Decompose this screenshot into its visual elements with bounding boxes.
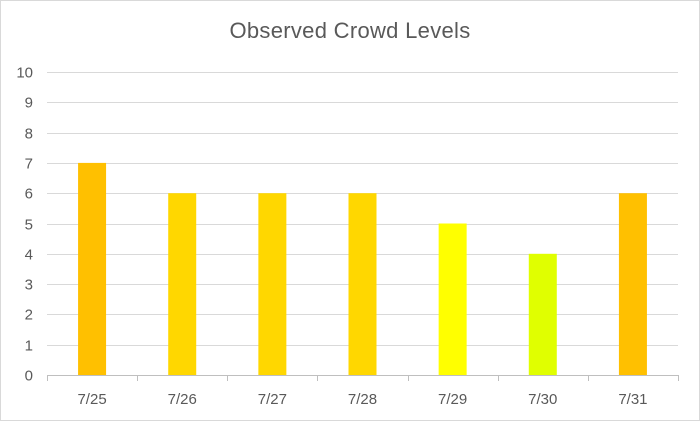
y-tick-label: 6	[25, 186, 33, 203]
x-tick-label: 7/31	[618, 391, 647, 408]
y-tick-label: 9	[25, 95, 33, 112]
bar	[348, 193, 377, 375]
chart-title: Observed Crowd Levels	[229, 18, 471, 43]
y-tick-label: 5	[25, 217, 33, 234]
bar	[168, 193, 197, 375]
y-tick-label: 10	[16, 65, 33, 82]
y-tick-label: 8	[25, 126, 33, 143]
y-tick-label: 1	[25, 338, 33, 355]
x-tick-label: 7/27	[258, 391, 287, 408]
x-tick-label: 7/28	[348, 391, 377, 408]
bar	[438, 223, 467, 375]
bar	[258, 193, 287, 375]
bar	[528, 253, 557, 375]
bar	[618, 193, 647, 375]
x-tick-label: 7/26	[168, 391, 197, 408]
x-tick-label: 7/29	[438, 391, 467, 408]
y-tick-label: 4	[25, 247, 33, 264]
y-tick-label: 2	[25, 307, 33, 324]
bar	[78, 162, 107, 375]
y-tick-label: 3	[25, 277, 33, 294]
y-tick-label: 7	[25, 156, 33, 173]
x-tick-label: 7/25	[77, 391, 106, 408]
y-tick-label: 0	[25, 368, 33, 385]
x-tick-label: 7/30	[528, 391, 557, 408]
